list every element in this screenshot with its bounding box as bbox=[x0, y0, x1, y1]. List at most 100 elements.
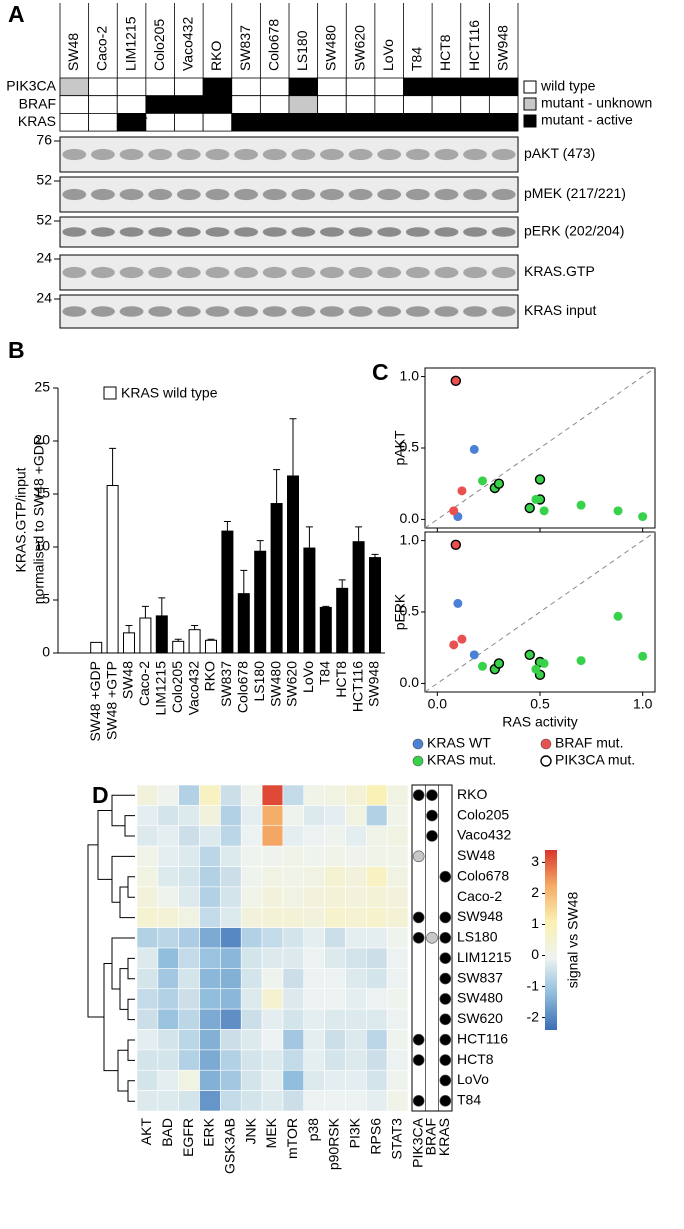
heatmap-cell bbox=[303, 927, 325, 949]
mutation-dot bbox=[412, 932, 425, 944]
point bbox=[493, 658, 505, 669]
heatmap-cell bbox=[324, 845, 346, 867]
error-bar bbox=[355, 526, 363, 542]
y-tick-label: 25 bbox=[34, 379, 50, 395]
heatmap-cell bbox=[282, 784, 305, 806]
cell-line-label: Colo678 bbox=[265, 19, 281, 71]
y-tick-label: 1.0 bbox=[400, 367, 420, 383]
row-label: SW48 bbox=[457, 847, 495, 863]
heatmap-cell bbox=[366, 1069, 388, 1091]
heatmap-cell bbox=[386, 784, 409, 806]
point bbox=[638, 512, 648, 522]
kras-mutation-label: 12D bbox=[290, 114, 316, 130]
heatmap-cell bbox=[303, 1090, 325, 1112]
heatmap-cell bbox=[178, 988, 200, 1010]
point bbox=[576, 656, 586, 666]
heatmap-cell bbox=[345, 947, 367, 969]
column-label: EGFR bbox=[180, 1118, 196, 1157]
cell-line-label: HCT116 bbox=[466, 20, 482, 71]
mutation-cell bbox=[259, 95, 290, 114]
heatmap-cell bbox=[199, 968, 221, 990]
column-label: RPS6 bbox=[367, 1118, 383, 1155]
mutation-cell bbox=[460, 77, 490, 97]
error-bar bbox=[273, 469, 281, 504]
mutation-cell bbox=[88, 113, 118, 132]
heatmap-cell bbox=[345, 1029, 367, 1051]
heatmap-cell bbox=[240, 968, 263, 990]
mutation-dot bbox=[439, 932, 452, 944]
legend-swatch bbox=[523, 80, 537, 94]
row-label: SW480 bbox=[457, 990, 503, 1006]
row-label: Vaco432 bbox=[457, 827, 511, 843]
legend-label: KRAS WT bbox=[427, 735, 491, 751]
heatmap-cell bbox=[261, 1069, 284, 1091]
mutation-dot bbox=[412, 1033, 425, 1046]
cell-line-label: LoVo bbox=[380, 39, 396, 71]
mutation-cell bbox=[403, 77, 433, 97]
colorbar-label: signal vs SW48 bbox=[565, 892, 581, 989]
heatmap-cell bbox=[178, 1090, 200, 1112]
heatmap-cell bbox=[220, 866, 242, 888]
legend-label: PIK3CA mut. bbox=[555, 752, 635, 768]
mutation-cell bbox=[174, 95, 204, 114]
heatmap-cell bbox=[386, 1069, 409, 1091]
mutation-dot bbox=[439, 870, 452, 883]
row-label: Colo678 bbox=[457, 867, 509, 883]
heatmap-cell bbox=[220, 1029, 242, 1051]
heatmap-cell bbox=[324, 947, 346, 969]
bar bbox=[270, 503, 283, 654]
heatmap-cell bbox=[199, 906, 221, 928]
x-tick-label: 1.0 bbox=[633, 696, 653, 712]
heatmap-cell bbox=[282, 947, 305, 969]
error-bar bbox=[240, 569, 248, 594]
mutation-cell bbox=[488, 77, 519, 97]
y-tick-label: 0.5 bbox=[400, 439, 420, 455]
mw-marker: 52 bbox=[36, 172, 52, 188]
heatmap-cell bbox=[220, 927, 242, 949]
bar bbox=[287, 475, 299, 654]
kras-mutation-label: 13D bbox=[462, 114, 488, 130]
mutation-cell bbox=[174, 77, 204, 97]
heatmap-cell bbox=[240, 906, 263, 928]
point bbox=[493, 478, 505, 489]
heatmap-cell bbox=[240, 1090, 263, 1112]
heatmap-cell bbox=[261, 845, 284, 867]
heatmap-cell bbox=[199, 845, 221, 867]
column-label: JNK bbox=[242, 1117, 258, 1144]
point bbox=[449, 506, 459, 516]
x-tick-label: SW48 bbox=[120, 661, 136, 699]
mutation-cell bbox=[231, 77, 261, 97]
y-axis-label: pERK bbox=[392, 593, 408, 630]
heatmap-cell bbox=[386, 1090, 409, 1112]
heatmap-cell bbox=[199, 947, 221, 969]
heatmap-cell bbox=[345, 784, 367, 806]
heatmap-cell bbox=[386, 988, 409, 1010]
mutation-cell bbox=[288, 77, 319, 97]
mw-marker: 24 bbox=[36, 250, 52, 266]
heatmap-cell bbox=[220, 1008, 242, 1030]
heatmap-cell bbox=[157, 845, 179, 867]
heatmap-cell bbox=[220, 784, 242, 806]
heatmap-cell bbox=[386, 906, 409, 928]
heatmap-cell bbox=[345, 1008, 367, 1030]
heatmap-cell bbox=[282, 1069, 305, 1091]
row-label: Caco-2 bbox=[457, 888, 502, 904]
heatmap-cell bbox=[136, 845, 159, 867]
y-tick-label: 0.5 bbox=[400, 603, 420, 619]
legend-marker bbox=[412, 738, 424, 750]
x-tick-label: HCT8 bbox=[333, 661, 349, 698]
mutation-dot bbox=[426, 932, 438, 944]
heatmap-cell bbox=[220, 947, 242, 969]
x-tick-label: Colo678 bbox=[235, 661, 251, 713]
mutation-cell bbox=[202, 95, 233, 114]
point bbox=[457, 634, 467, 644]
mutation-dot bbox=[426, 809, 438, 822]
error-bar bbox=[207, 638, 215, 641]
blot-bands bbox=[60, 217, 518, 247]
bar bbox=[155, 615, 168, 654]
kras-mutation-label: 12V bbox=[319, 114, 345, 130]
heatmap-cell bbox=[136, 927, 159, 949]
bar bbox=[319, 606, 332, 654]
point bbox=[539, 658, 549, 668]
heatmap-cell bbox=[157, 968, 179, 990]
